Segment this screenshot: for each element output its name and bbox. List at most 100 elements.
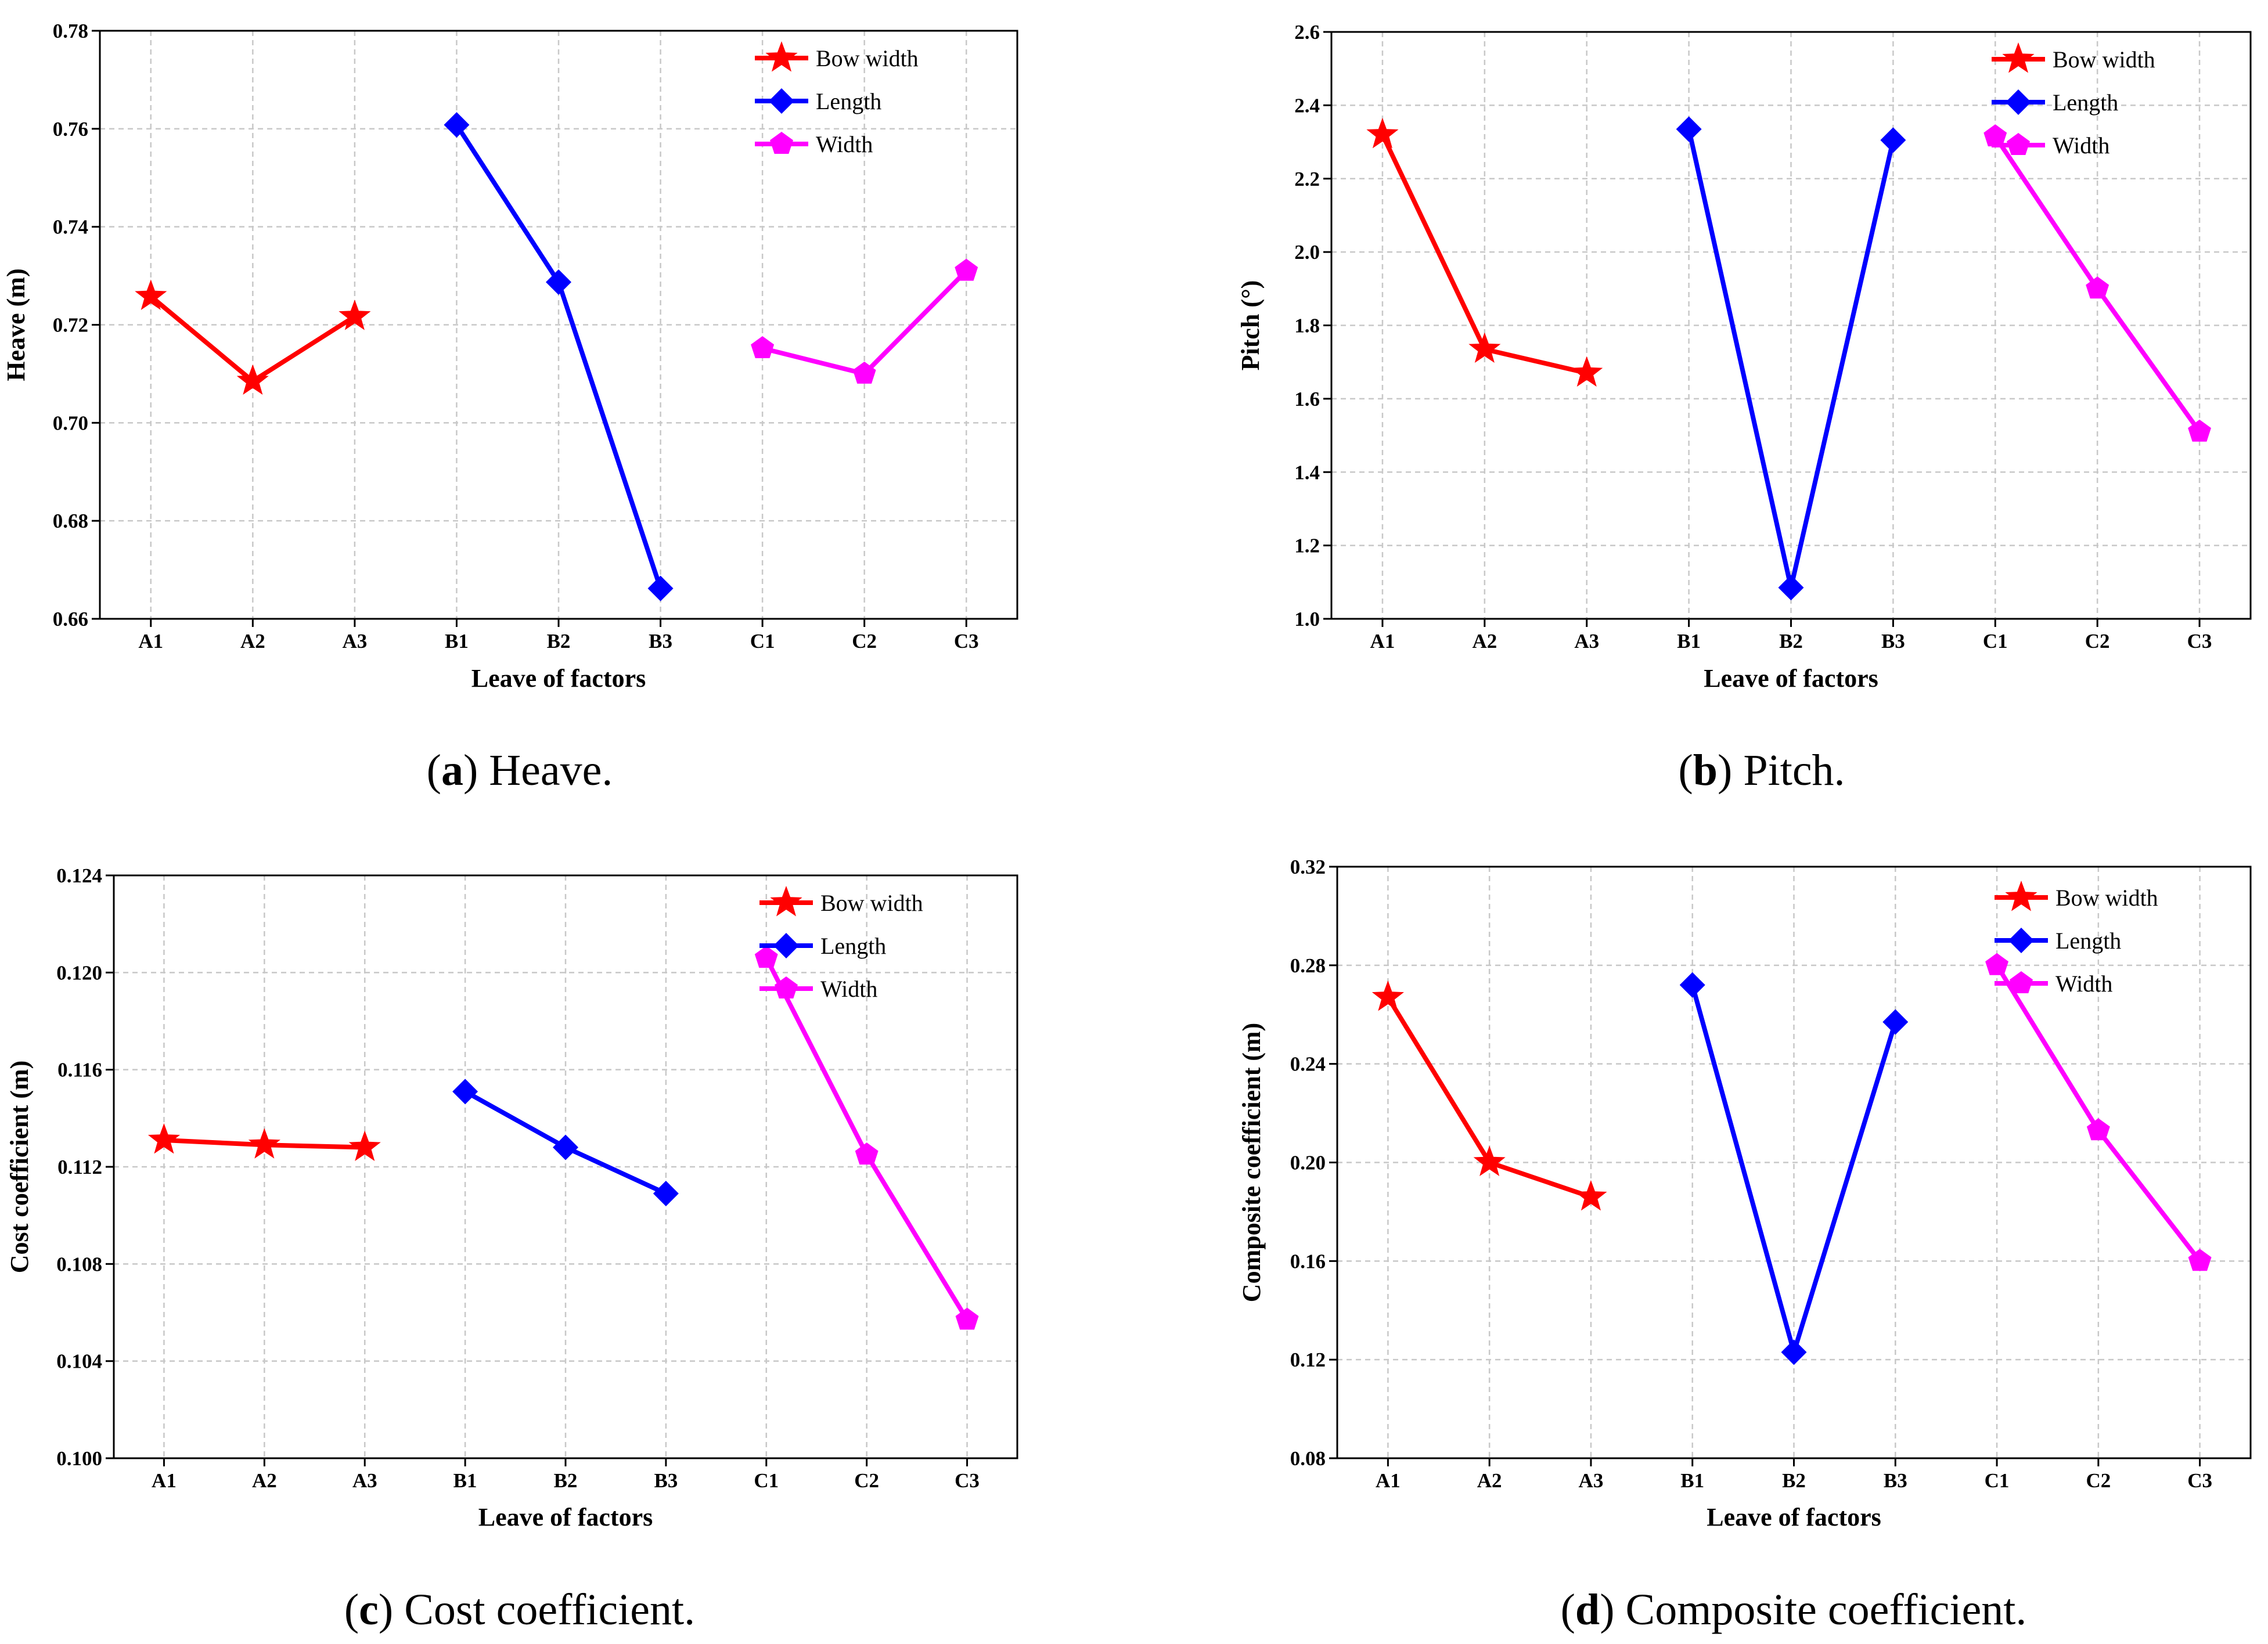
y-tick-label: 1.0 <box>1294 608 1320 630</box>
caption-text: ) Pitch. <box>1718 746 1845 795</box>
legend-label-length: Length <box>820 933 886 959</box>
x-tick-label: C1 <box>1983 630 2008 652</box>
y-tick-label: 0.66 <box>53 608 88 630</box>
x-tick-label: C3 <box>955 1469 980 1492</box>
x-tick-label: A3 <box>1574 630 1599 652</box>
y-tick-label: 0.70 <box>53 412 88 434</box>
x-tick-label: C1 <box>750 630 775 652</box>
data-point-width-c1 <box>1985 953 2008 975</box>
x-tick-label: B3 <box>1884 1469 1907 1492</box>
legend-marker-width <box>770 132 793 154</box>
x-tick-label: A1 <box>1370 630 1395 652</box>
y-tick-label: 2.6 <box>1294 21 1320 44</box>
x-tick-label: C2 <box>2086 1469 2111 1492</box>
x-tick-label: A1 <box>152 1469 177 1492</box>
y-tick-label: 0.12 <box>1290 1349 1326 1371</box>
data-point-width-c1 <box>754 946 778 968</box>
data-point-bow_width-a1 <box>135 279 167 310</box>
caption-letter: a <box>441 746 463 795</box>
y-tick-label: 1.4 <box>1294 461 1320 484</box>
plot-frame <box>99 30 1018 620</box>
y-tick-label: 0.116 <box>57 1059 102 1081</box>
x-tick-label: C3 <box>954 630 979 652</box>
x-tick-label: B3 <box>654 1469 678 1492</box>
y-tick-label: 2.2 <box>1294 168 1320 190</box>
x-tick-label: C2 <box>2085 630 2110 652</box>
x-tick-label: B2 <box>1779 630 1803 652</box>
y-tick-label: 1.8 <box>1294 315 1320 337</box>
data-point-length-b3 <box>1882 1009 1909 1035</box>
x-axis-title: Leave of factors <box>1707 1503 1881 1531</box>
data-point-width-c2 <box>2086 1118 2110 1141</box>
legend-marker-width <box>2007 133 2030 155</box>
legend-marker-bow_width <box>770 886 802 917</box>
x-tick-label: B3 <box>1881 630 1905 652</box>
chart-panel-b: 1.0 1.2 1.4 1.6 1.8 2.0 2.2 2.4 2.6 A1 A2 A3 B1 B2 B3 C… <box>1236 21 2252 795</box>
data-point-width-c3 <box>2188 419 2211 442</box>
legend: Bow width Length Width <box>1992 42 2155 158</box>
legend-marker-length <box>2006 89 2031 115</box>
chart-panel-d: 0.08 0.12 0.16 0.20 0.24 0.28 0.32 A1 A2 A3 B1 B2 B3… <box>1237 856 2252 1634</box>
plot-frame <box>1330 31 2252 620</box>
caption-prefix: ( <box>344 1585 359 1634</box>
data-point-width-c1 <box>751 336 775 358</box>
caption-letter: d <box>1575 1585 1600 1634</box>
legend-marker-length <box>769 88 794 114</box>
x-tick-label: A2 <box>1477 1469 1502 1492</box>
y-tick-label: 0.76 <box>53 118 88 140</box>
plot-frame <box>1336 866 2252 1459</box>
y-tick-label: 2.4 <box>1294 94 1320 117</box>
legend-label-width: Width <box>2055 971 2112 997</box>
y-tick-label: 0.16 <box>1290 1250 1326 1272</box>
x-tick-label: B1 <box>453 1469 477 1492</box>
data-point-length-b3 <box>653 1181 679 1207</box>
data-point-length-b2 <box>553 1134 578 1160</box>
caption: (c) Cost coefficient. <box>344 1585 695 1634</box>
x-axis-title: Leave of factors <box>471 664 646 693</box>
data-point-bow_width-a1 <box>147 1123 180 1154</box>
data-point-width-c2 <box>2086 276 2109 299</box>
y-tick-label: 2.0 <box>1294 241 1320 264</box>
legend: Bow width Length Width <box>1995 881 2158 997</box>
y-tick-label: 0.100 <box>56 1447 102 1470</box>
chart-panel-c: 0.100 0.104 0.108 0.112 0.116 0.120 0.124 A1 A2 A… <box>5 864 1018 1634</box>
data-point-width-c2 <box>852 361 876 384</box>
data-point-width-c3 <box>2188 1249 2212 1271</box>
y-tick-label: 0.74 <box>53 216 88 239</box>
legend-label-width: Width <box>2053 132 2109 158</box>
caption-prefix: ( <box>427 746 441 795</box>
legend-marker-width <box>2010 971 2033 993</box>
legend: Bow width Length Width <box>759 886 923 1002</box>
x-tick-label: C3 <box>2187 1469 2212 1492</box>
data-point-bow_width-a2 <box>248 1128 280 1159</box>
data-point-bow_width-a2 <box>1468 332 1501 363</box>
data-point-length-b2 <box>1778 575 1804 601</box>
x-tick-label: A1 <box>138 630 163 652</box>
x-tick-label: C1 <box>754 1469 779 1492</box>
y-tick-label: 1.2 <box>1294 535 1320 557</box>
data-point-width-c3 <box>955 258 978 281</box>
data-point-bow_width-a3 <box>348 1130 381 1161</box>
data-point-width-c1 <box>1983 124 2007 147</box>
y-tick-label: 0.24 <box>1290 1053 1326 1076</box>
data-point-length-b2 <box>1781 1339 1807 1365</box>
caption-prefix: ( <box>1561 1585 1575 1634</box>
legend-label-length: Length <box>2055 928 2121 954</box>
data-point-bow_width-a3 <box>1571 356 1603 387</box>
legend: Bow width Length Width <box>755 41 919 157</box>
data-point-length-b3 <box>1880 127 1906 153</box>
caption-text: ) Cost coefficient. <box>379 1585 695 1634</box>
data-point-bow_width-a3 <box>1575 1180 1607 1211</box>
x-tick-label: B1 <box>445 630 469 652</box>
x-tick-label: A1 <box>1376 1469 1401 1492</box>
data-point-bow_width-a2 <box>236 364 269 395</box>
x-tick-label: B2 <box>1782 1469 1806 1492</box>
data-point-bow_width-a1 <box>1371 980 1404 1011</box>
legend-marker-bow_width <box>765 41 798 72</box>
legend-marker-width <box>775 976 798 998</box>
legend-label-width: Width <box>816 131 873 157</box>
x-tick-label: B1 <box>1677 630 1701 652</box>
y-tick-label: 0.104 <box>56 1350 102 1373</box>
y-axis-title: Pitch (°) <box>1236 280 1265 371</box>
